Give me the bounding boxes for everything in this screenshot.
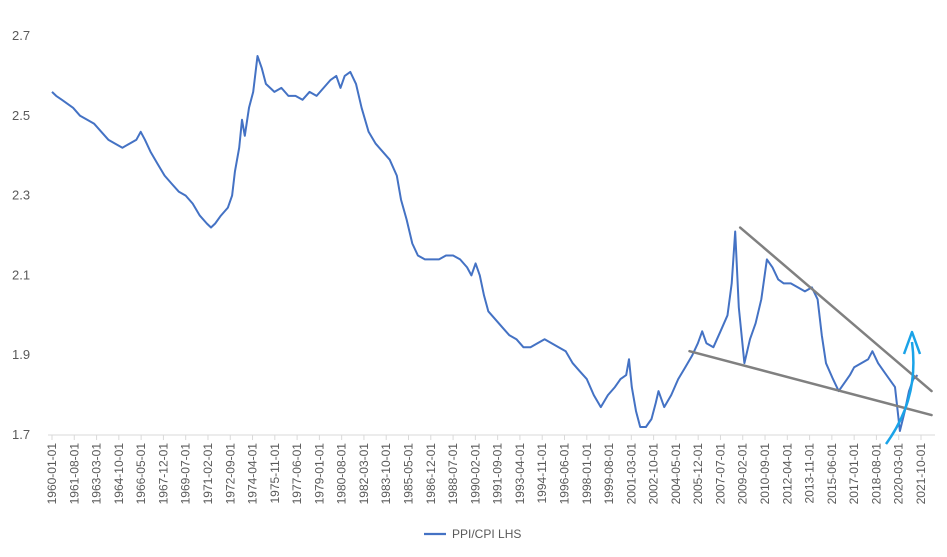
x-tick-label: 1967-12-01 bbox=[156, 443, 170, 505]
x-tick-label: 1991-09-01 bbox=[491, 443, 505, 505]
x-tick-label: 1971-02-01 bbox=[201, 443, 215, 505]
y-tick-label: 1.7 bbox=[12, 427, 30, 442]
annotation-layer bbox=[688, 226, 933, 445]
x-tick-label: 2021-10-01 bbox=[914, 443, 928, 505]
x-tick-label: 2009-02-01 bbox=[736, 443, 750, 505]
x-tick-label: 1980-08-01 bbox=[335, 443, 349, 505]
y-axis-tick-labels: 1.7 1.9 2.1 2.3 2.5 2.7 bbox=[12, 28, 30, 442]
x-tick-label: 1988-07-01 bbox=[446, 443, 460, 505]
x-tick-label: 2002-10-01 bbox=[647, 443, 661, 505]
x-tick-label: 1983-10-01 bbox=[379, 443, 393, 505]
trendline-1 bbox=[738, 226, 933, 393]
y-tick-label: 1.9 bbox=[12, 347, 30, 362]
x-tick-label: 2004-05-01 bbox=[669, 443, 683, 505]
x-tick-label: 1999-08-01 bbox=[602, 443, 616, 505]
x-tick-label: 1974-04-01 bbox=[246, 443, 260, 505]
x-tick-label: 2005-12-01 bbox=[691, 443, 705, 505]
x-tick-label: 2017-01-01 bbox=[847, 443, 861, 505]
x-tick-label: 1963-03-01 bbox=[90, 443, 104, 505]
x-tick-label: 1979-01-01 bbox=[312, 443, 326, 505]
x-tick-label: 2007-07-01 bbox=[713, 443, 727, 505]
x-tick-label: 1966-05-01 bbox=[134, 443, 148, 505]
x-tick-label: 1972-09-01 bbox=[223, 443, 237, 505]
trendline-2 bbox=[688, 349, 933, 417]
y-tick-label: 2.1 bbox=[12, 267, 30, 282]
x-tick-label: 1961-08-01 bbox=[67, 443, 81, 505]
x-tick-label: 1986-12-01 bbox=[424, 443, 438, 505]
arrow-curve bbox=[884, 341, 915, 445]
y-tick-label: 2.7 bbox=[12, 28, 30, 43]
x-tick-label: 1964-10-01 bbox=[112, 443, 126, 505]
series-layer bbox=[51, 55, 919, 432]
x-tick-label: 1969-07-01 bbox=[179, 443, 193, 505]
x-tick-label: 1993-04-01 bbox=[513, 443, 527, 505]
y-tick-label: 2.5 bbox=[12, 108, 30, 123]
y-tick-label: 2.3 bbox=[12, 188, 30, 203]
legend-label-ppi-cpi: PPI/CPI LHS bbox=[452, 527, 521, 541]
x-tick-label: 2001-03-01 bbox=[624, 443, 638, 505]
x-tick-label: 2020-03-01 bbox=[892, 443, 906, 505]
x-tick-label: 1975-11-01 bbox=[268, 443, 282, 504]
x-tick-label: 2010-09-01 bbox=[758, 443, 772, 505]
x-tick-label: 2015-06-01 bbox=[825, 443, 839, 505]
x-axis bbox=[48, 434, 935, 440]
x-tick-label: 1996-06-01 bbox=[557, 443, 571, 505]
x-tick-label: 1960-01-01 bbox=[45, 443, 59, 505]
x-tick-label: 2013-11-01 bbox=[803, 443, 817, 504]
x-tick-label: 1982-03-01 bbox=[357, 443, 371, 505]
x-tick-label: 2012-04-01 bbox=[780, 443, 794, 505]
x-tick-label: 1985-05-01 bbox=[402, 443, 416, 505]
arrow-head bbox=[902, 330, 922, 355]
x-tick-label: 1990-02-01 bbox=[468, 443, 482, 505]
x-tick-label: 2018-08-01 bbox=[869, 443, 883, 505]
series-line-ppi-cpi bbox=[51, 55, 919, 432]
x-axis-tick-labels: 1960-01-01 1961-08-01 1963-03-01 1964-10-01… bbox=[45, 443, 928, 505]
legend: PPI/CPI LHS bbox=[424, 527, 521, 541]
x-tick-label: 1998-01-01 bbox=[580, 443, 594, 505]
x-tick-label: 1994-11-01 bbox=[535, 443, 549, 504]
x-tick-label: 1977-06-01 bbox=[290, 443, 304, 505]
